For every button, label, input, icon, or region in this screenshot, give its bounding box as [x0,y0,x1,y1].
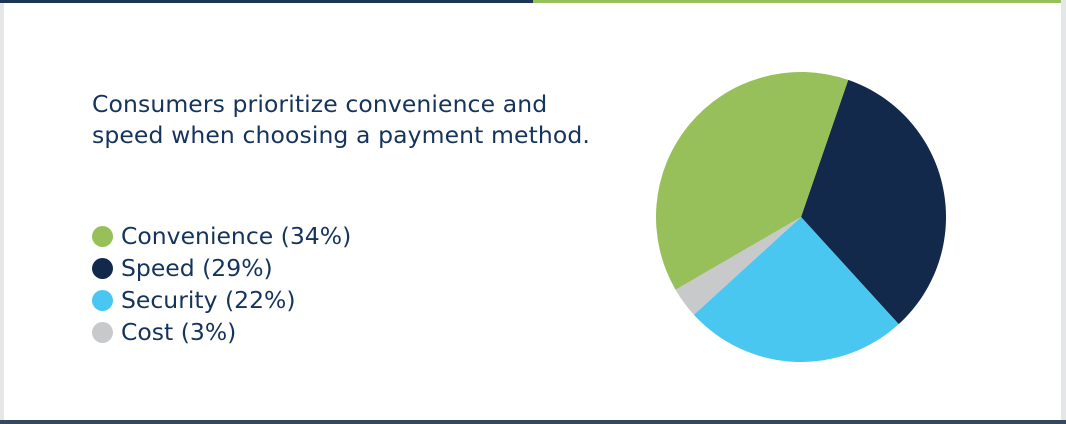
legend-swatch-security [92,289,113,311]
legend-item-cost: Cost (3%) [92,316,351,348]
legend-label-security: Security (22%) [121,286,296,314]
legend-item-convenience: Convenience (34%) [92,220,351,252]
legend-swatch-speed [92,257,113,279]
legend-item-security: Security (22%) [92,284,351,316]
legend-swatch-cost [92,321,113,343]
pie-slice-convenience [655,71,849,290]
legend-label-convenience: Convenience (34%) [121,222,352,250]
pie-slice-cost [675,217,801,315]
top-accent-bar-green [533,0,1061,3]
pie-chart [655,71,947,363]
legend-swatch-convenience [92,225,113,247]
chart-legend: Convenience (34%) Speed (29%) Security (… [92,220,351,348]
pie-slice-speed [801,79,947,325]
chart-headline: Consumers prioritize convenience and spe… [92,90,590,149]
pie-slice-security [693,217,899,363]
legend-label-cost: Cost (3%) [121,318,237,346]
legend-label-speed: Speed (29%) [121,254,273,282]
legend-item-speed: Speed (29%) [92,252,351,284]
top-accent-bar-navy [0,0,533,3]
chart-card: Consumers prioritize convenience and spe… [4,0,1061,420]
bottom-divider [0,420,1066,424]
